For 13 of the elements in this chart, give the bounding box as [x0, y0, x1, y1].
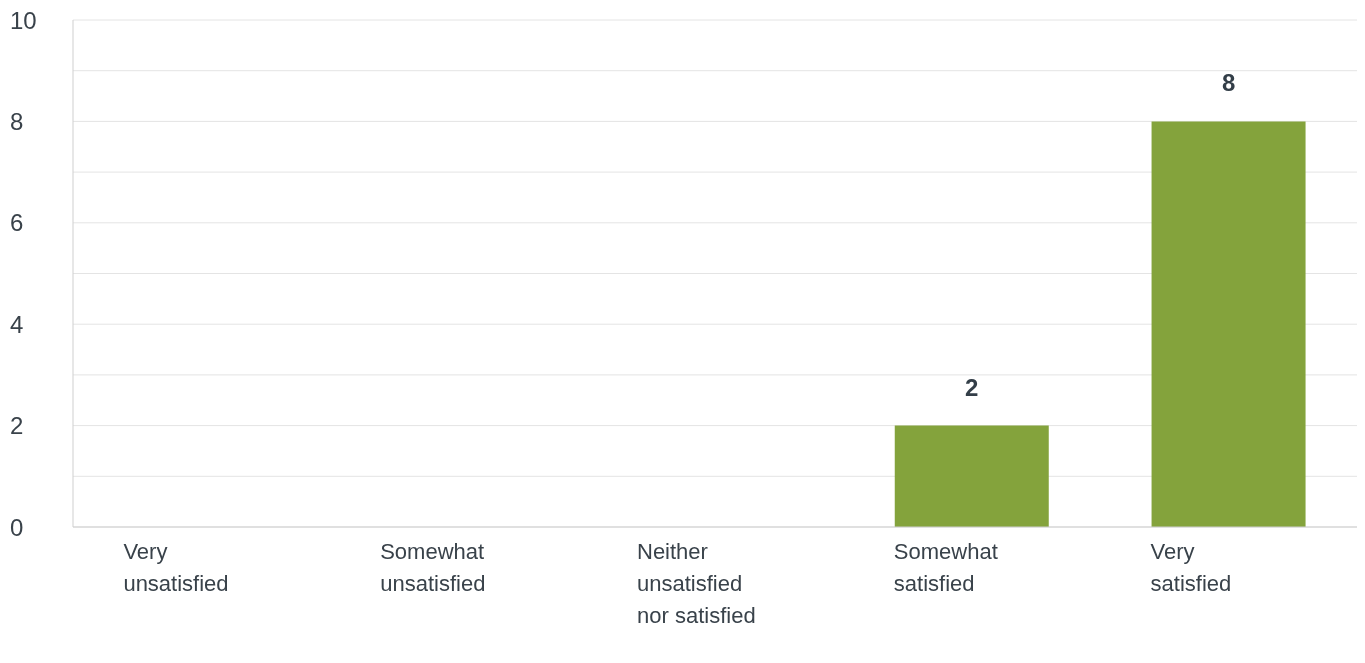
- x-tick-label: Neither unsatisfied nor satisfied: [637, 539, 756, 628]
- y-tick-label: 4: [10, 310, 24, 338]
- x-tick-label: Somewhat satisfied: [893, 539, 998, 596]
- data-label: 2: [965, 373, 979, 401]
- y-tick-label: 6: [10, 209, 24, 237]
- x-tick-label: Somewhat unsatisfied: [380, 539, 486, 596]
- y-tick-label: 0: [10, 513, 24, 541]
- y-tick-label: 2: [10, 412, 24, 440]
- x-tick-label: Very unsatisfied: [123, 539, 229, 596]
- data-label: 8: [1221, 69, 1236, 97]
- y-tick-label: 8: [10, 107, 24, 135]
- x-tick-label: Very satisfied: [1150, 539, 1232, 596]
- y-tick-label: 10: [10, 6, 37, 34]
